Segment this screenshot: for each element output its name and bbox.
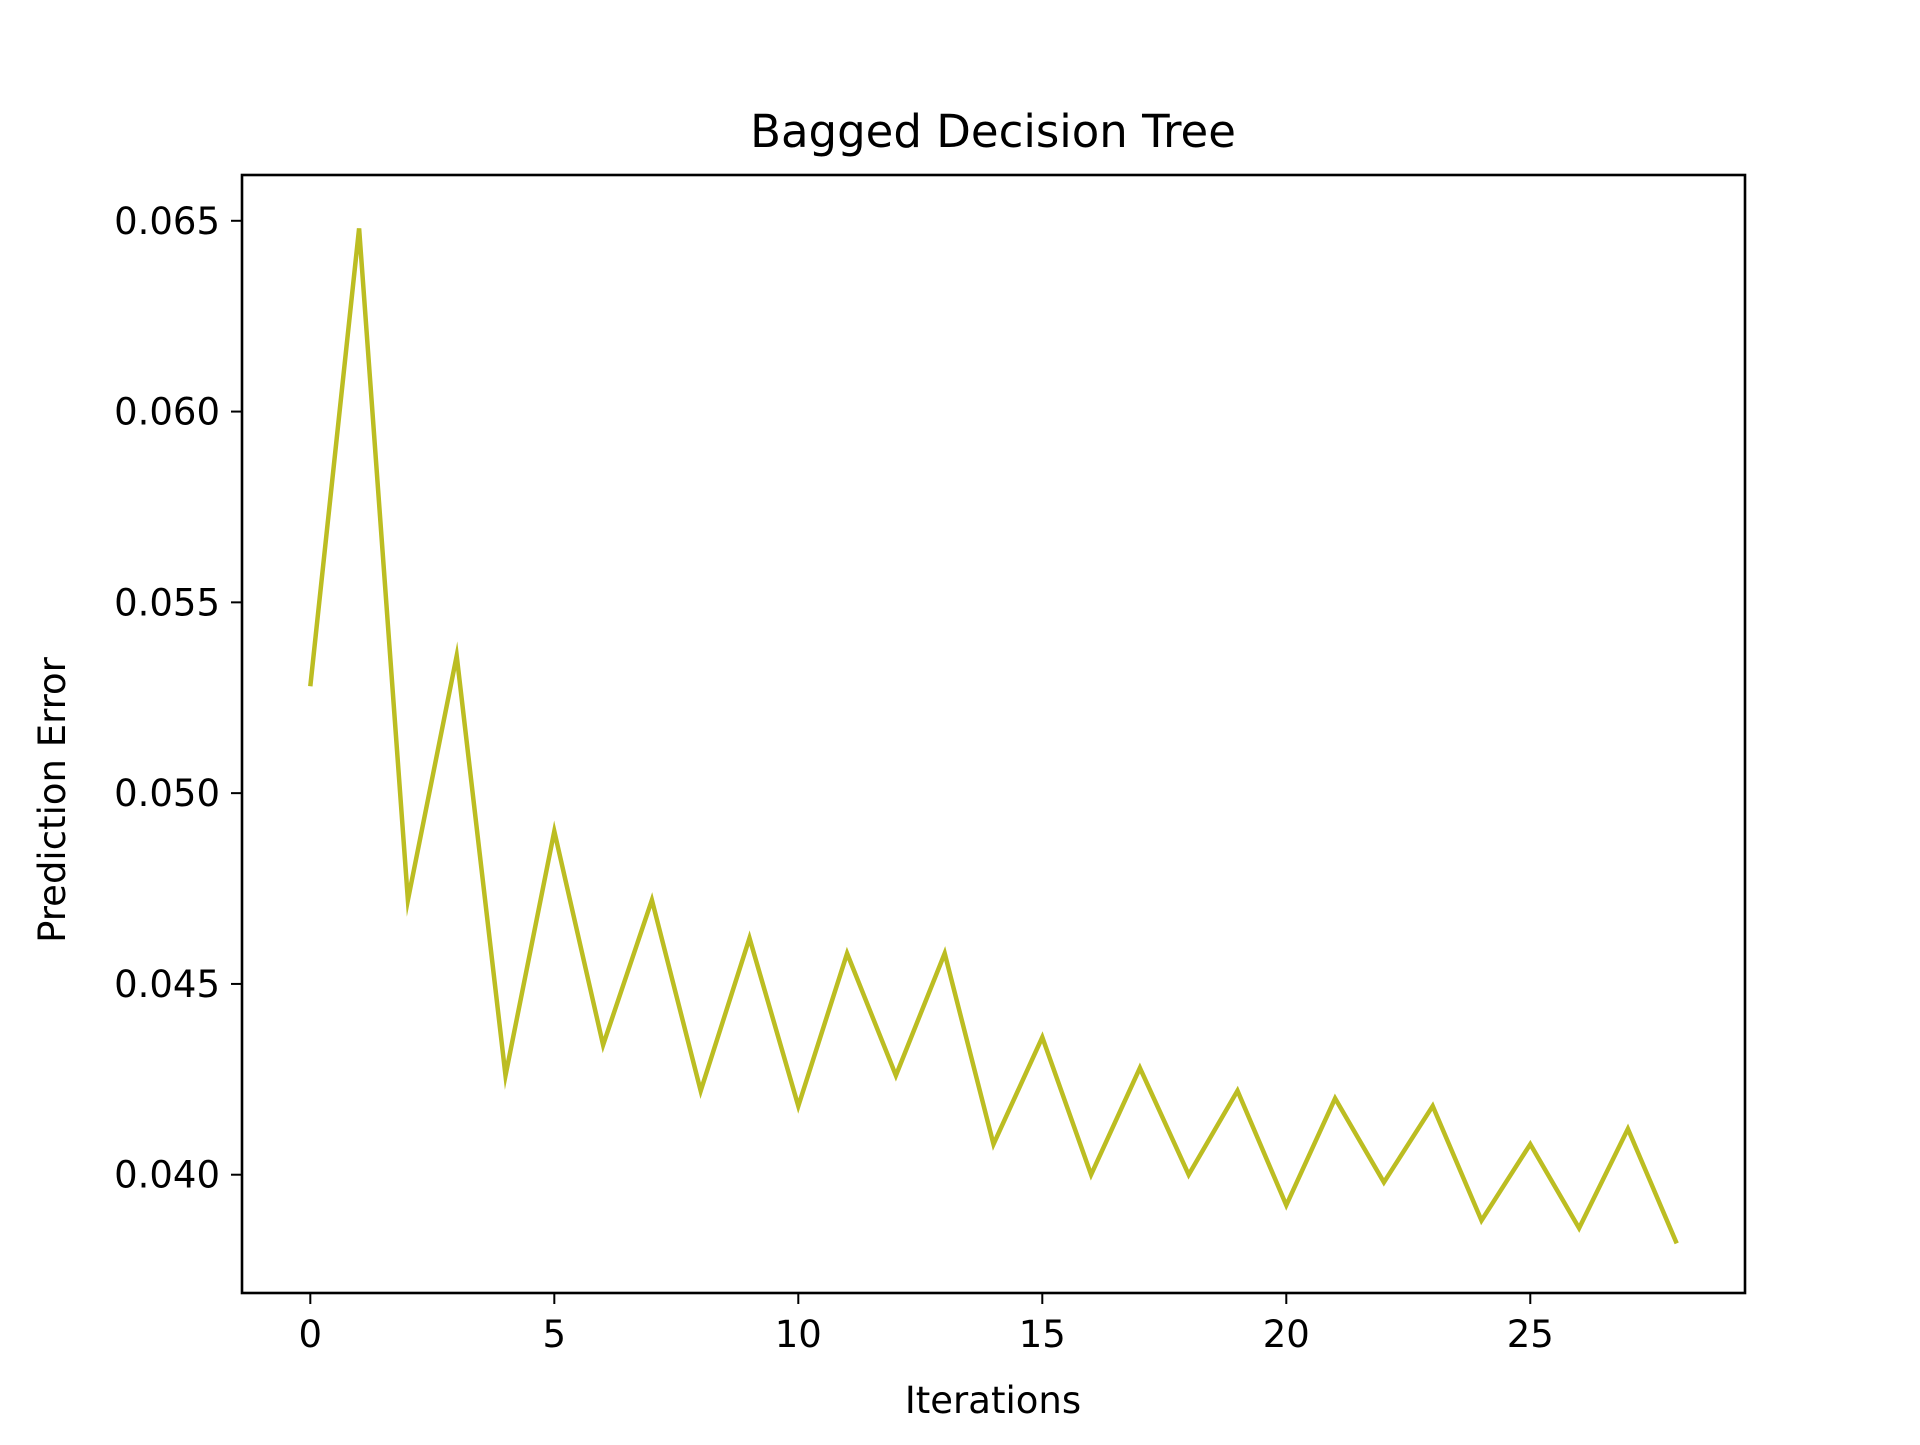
y-axis-label: Prediction Error <box>31 656 74 943</box>
y-tick-label: 0.060 <box>114 391 220 434</box>
y-tick-label: 0.065 <box>114 200 220 243</box>
y-tick-label: 0.045 <box>114 963 220 1006</box>
x-tick-label: 20 <box>1263 1313 1310 1356</box>
x-tick-label: 10 <box>775 1313 822 1356</box>
x-axis-label: Iterations <box>905 1379 1081 1422</box>
y-tick-label: 0.050 <box>114 772 220 815</box>
x-tick-label: 25 <box>1507 1313 1554 1356</box>
x-tick-label: 15 <box>1019 1313 1066 1356</box>
chart-title: Bagged Decision Tree <box>750 105 1236 158</box>
y-tick-label: 0.040 <box>114 1154 220 1197</box>
x-tick-label: 0 <box>299 1313 323 1356</box>
x-tick-label: 5 <box>543 1313 567 1356</box>
y-tick-label: 0.055 <box>114 581 220 624</box>
